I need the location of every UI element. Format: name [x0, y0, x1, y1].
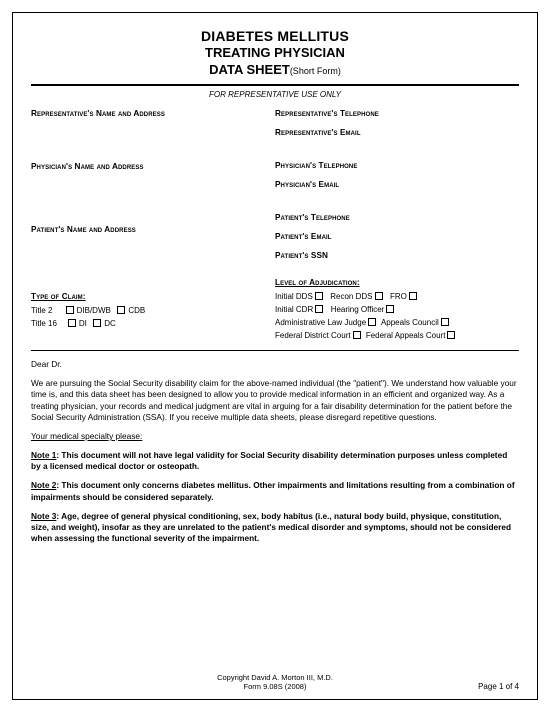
checkbox-recon-dds[interactable]	[375, 292, 383, 300]
letter-body: Dear Dr. We are pursuing the Social Secu…	[31, 359, 519, 544]
title-line-1: DIABETES MELLITUS	[31, 27, 519, 45]
adj-row-4: Federal District Court Federal Appeals C…	[275, 331, 519, 340]
rep-name-label: Representative's Name and Address	[31, 109, 275, 118]
pat-tel-label: Patient's Telephone	[275, 213, 519, 222]
note-3: Note 3: Age, degree of general physical …	[31, 511, 519, 545]
rep-email-label: Representative's Email	[275, 128, 519, 137]
checkbox-alj[interactable]	[368, 318, 376, 326]
title-line-2: TREATING PHYSICIAN	[31, 45, 519, 62]
title-line-3: DATA SHEET(Short Form)	[31, 62, 519, 79]
checkbox-hearing-officer[interactable]	[386, 305, 394, 313]
checkbox-fed-district[interactable]	[353, 331, 361, 339]
checkbox-appeals-council[interactable]	[441, 318, 449, 326]
claim-adjudication-block: Type of Claim: Title 2 DIB/DWB CDB Title…	[31, 278, 519, 344]
phys-email-label: Physician's Email	[275, 180, 519, 189]
form-number: Form 9.08S (2008)	[13, 682, 537, 691]
note-2: Note 2: This document only concerns diab…	[31, 480, 519, 502]
note-1: Note 1: This document will not have lega…	[31, 450, 519, 472]
phys-tel-label: Physician's Telephone	[275, 161, 519, 170]
checkbox-fro[interactable]	[409, 292, 417, 300]
title-block: DIABETES MELLITUS TREATING PHYSICIAN DAT…	[31, 27, 519, 79]
checkbox-initial-dds[interactable]	[315, 292, 323, 300]
checkbox-dc[interactable]	[93, 319, 101, 327]
page-number: Page 1 of 4	[478, 682, 519, 691]
rep-tel-label: Representative's Telephone	[275, 109, 519, 118]
contact-block: Representative's Name and Address Physic…	[31, 109, 519, 260]
checkbox-cdb[interactable]	[117, 306, 125, 314]
greeting: Dear Dr.	[31, 359, 519, 370]
adj-row-1: Initial DDS Recon DDS FRO	[275, 292, 519, 301]
title-2-row: Title 2 DIB/DWB CDB	[31, 306, 275, 315]
heavy-rule	[31, 84, 519, 86]
copyright: Copyright David A. Morton III, M.D.	[13, 673, 537, 682]
level-adjudication-heading: Level of Adjudication:	[275, 278, 519, 287]
rep-use-only: FOR REPRESENTATIVE USE ONLY	[31, 90, 519, 99]
thin-rule	[31, 350, 519, 351]
checkbox-di[interactable]	[68, 319, 76, 327]
type-of-claim-heading: Type of Claim:	[31, 292, 275, 301]
pat-name-label: Patient's Name and Address	[31, 225, 275, 234]
checkbox-initial-cdr[interactable]	[315, 305, 323, 313]
intro-paragraph: We are pursuing the Social Security disa…	[31, 378, 519, 423]
form-page: DIABETES MELLITUS TREATING PHYSICIAN DAT…	[12, 12, 538, 700]
phys-name-label: Physician's Name and Address	[31, 162, 275, 171]
footer: Copyright David A. Morton III, M.D. Form…	[13, 673, 537, 691]
pat-ssn-label: Patient's SSN	[275, 251, 519, 260]
checkbox-fed-appeals[interactable]	[447, 331, 455, 339]
adj-row-2: Initial CDR Hearing Officer	[275, 305, 519, 314]
adj-row-3: Administrative Law Judge Appeals Council	[275, 318, 519, 327]
checkbox-dib-dwb[interactable]	[66, 306, 74, 314]
pat-email-label: Patient's Email	[275, 232, 519, 241]
title-16-row: Title 16 DI DC	[31, 319, 275, 328]
specialty-prompt: Your medical specialty please:	[31, 431, 519, 442]
